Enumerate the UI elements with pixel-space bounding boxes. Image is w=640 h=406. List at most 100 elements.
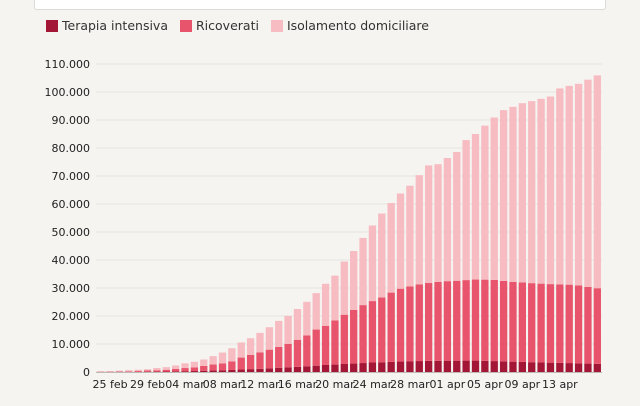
bar-segment xyxy=(584,286,592,364)
bar-segment xyxy=(237,357,245,370)
bar-segment xyxy=(293,339,302,367)
bar-segment xyxy=(368,301,377,363)
bar-segment xyxy=(350,309,358,364)
bar-segment xyxy=(462,280,470,361)
y-tick-label: 90.000 xyxy=(52,114,91,127)
x-tick-label: 04 mar xyxy=(165,378,205,391)
bar-segment xyxy=(396,361,405,372)
bar-segment xyxy=(275,346,283,368)
bar-segment xyxy=(556,284,564,363)
bar-segment xyxy=(350,363,358,372)
bar-segment xyxy=(153,370,161,372)
x-tick-label: 01 apr xyxy=(430,378,466,391)
bar-segment xyxy=(434,360,442,372)
bar-segment xyxy=(303,335,311,367)
bar-segment xyxy=(321,283,330,326)
bar-segment xyxy=(499,280,508,362)
bar-segment xyxy=(256,368,264,372)
y-tick-label: 70.000 xyxy=(52,170,91,183)
bar-segment xyxy=(331,320,339,365)
bar-segment xyxy=(200,359,208,366)
bar-segment xyxy=(181,363,189,369)
bar-segment xyxy=(284,315,292,344)
y-tick-label: 60.000 xyxy=(52,198,91,211)
bar-segment xyxy=(518,361,527,372)
bar-segment xyxy=(396,288,405,362)
bar-segment xyxy=(481,279,489,361)
bar-segment xyxy=(246,354,255,370)
bar-segment xyxy=(518,103,527,283)
bar-segment xyxy=(115,370,124,372)
bar-segment xyxy=(424,283,433,361)
bar-segment xyxy=(265,327,274,350)
bar-segment xyxy=(340,261,348,315)
bar-segment xyxy=(499,361,508,372)
bar-segment xyxy=(593,363,601,372)
bar-segment xyxy=(275,367,283,372)
top-panel-edge xyxy=(34,0,606,10)
bar-segment xyxy=(237,342,245,358)
bar-segment xyxy=(406,286,414,362)
bar-segment xyxy=(481,125,489,280)
bar-segment xyxy=(387,361,395,372)
y-tick-label: 40.000 xyxy=(52,254,91,267)
bar-segment xyxy=(190,371,199,372)
bar-segment xyxy=(181,371,189,372)
bar-segment xyxy=(462,140,470,281)
bar-segment xyxy=(593,75,601,289)
bar-segment xyxy=(246,338,255,355)
y-tick-label: 100.000 xyxy=(45,86,91,99)
bar-segment xyxy=(490,361,498,372)
bar-segment xyxy=(378,213,386,298)
bar-segment xyxy=(143,369,152,371)
bar-segment xyxy=(406,185,414,287)
x-tick-label: 16 mar xyxy=(278,378,318,391)
bar-segment xyxy=(387,292,395,362)
bar-segment xyxy=(209,370,217,372)
y-tick-label: 110.000 xyxy=(45,58,91,71)
x-tick-label: 29 feb xyxy=(130,378,165,391)
bar-segment xyxy=(134,370,142,372)
bar-segment xyxy=(528,101,536,284)
y-tick-label: 10.000 xyxy=(52,338,91,351)
bar-segment xyxy=(209,356,217,365)
bar-segment xyxy=(265,368,274,372)
bar-segment xyxy=(434,164,442,282)
bar-segment xyxy=(181,368,189,372)
bar-segment xyxy=(218,363,227,371)
bar-segment xyxy=(471,360,480,372)
bar-segment xyxy=(584,79,592,287)
bar-segment xyxy=(518,282,527,362)
bar-segment xyxy=(490,117,498,280)
bar-segment xyxy=(565,363,573,372)
bar-segment xyxy=(593,288,601,364)
x-tick-label: 13 apr xyxy=(542,378,578,391)
y-tick-label: 30.000 xyxy=(52,282,91,295)
bar-segment xyxy=(200,370,208,372)
bar-segment xyxy=(453,360,461,372)
bar-segment xyxy=(415,284,423,362)
bar-segment xyxy=(303,366,311,372)
bar-segment xyxy=(321,325,330,365)
bar-segment xyxy=(424,165,433,284)
bar-segment xyxy=(228,361,236,370)
bar-segment xyxy=(471,133,480,280)
bar-segment xyxy=(471,279,480,361)
bar-segment xyxy=(443,360,452,372)
bar-segment xyxy=(331,275,339,321)
bar-segment xyxy=(228,348,236,362)
bar-segment xyxy=(368,225,377,302)
legend-item-terapia-intensiva: Terapia intensiva xyxy=(46,18,168,33)
x-tick-label: 25 feb xyxy=(92,378,127,391)
bar-segment xyxy=(434,281,442,361)
bar-segment xyxy=(331,364,339,372)
bar-segment xyxy=(340,363,348,372)
chart-legend: Terapia intensiva Ricoverati Isolamento … xyxy=(46,18,441,33)
bar-segment xyxy=(584,363,592,372)
bar-segment xyxy=(134,369,142,371)
x-tick-label: 12 mar xyxy=(240,378,280,391)
bar-segment xyxy=(162,369,170,372)
bar-segment xyxy=(443,157,452,282)
bar-segment xyxy=(218,370,227,372)
